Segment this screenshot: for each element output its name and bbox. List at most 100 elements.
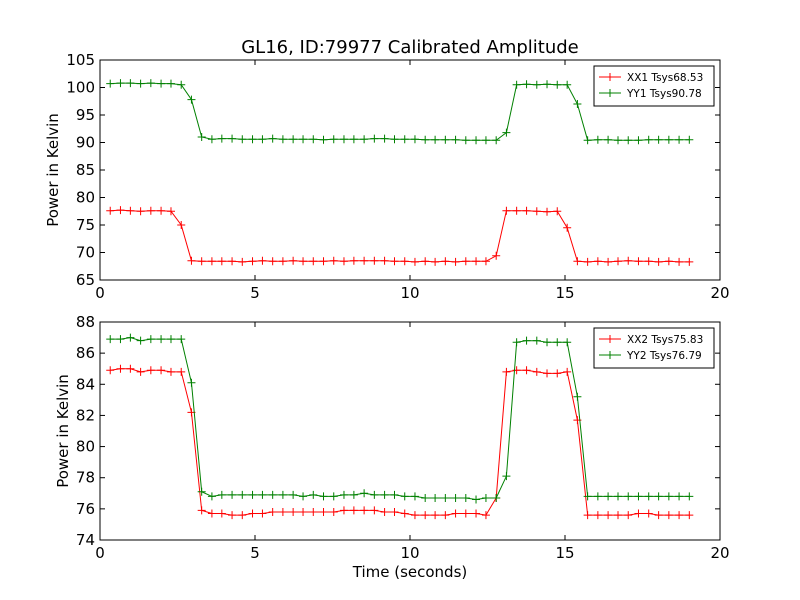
data-point	[166, 367, 175, 376]
data-point	[268, 257, 277, 266]
data-point	[481, 493, 490, 502]
data-point	[685, 492, 694, 501]
data-point	[451, 493, 460, 502]
data-point	[299, 135, 308, 144]
data-point	[157, 79, 166, 88]
data-point	[573, 257, 582, 266]
data-point	[675, 492, 684, 501]
data-point	[441, 135, 450, 144]
data-point	[522, 206, 531, 215]
data-point	[207, 509, 216, 518]
data-point	[461, 136, 470, 145]
data-point	[472, 509, 481, 518]
series-line	[110, 337, 690, 501]
data-point	[502, 472, 511, 481]
legend-box	[593, 65, 715, 107]
data-point	[126, 79, 135, 88]
data-point	[360, 135, 369, 144]
data-point	[502, 206, 511, 215]
data-point	[614, 492, 623, 501]
data-point	[258, 135, 267, 144]
data-point	[238, 135, 247, 144]
data-point	[563, 367, 572, 376]
data-point	[634, 509, 643, 518]
data-point	[116, 335, 125, 344]
data-point	[349, 135, 358, 144]
data-point	[532, 80, 541, 89]
data-point	[654, 135, 663, 144]
x-axis-label: Time (seconds)	[352, 563, 468, 581]
data-point	[583, 136, 592, 145]
data-point	[289, 490, 298, 499]
data-point	[177, 367, 186, 376]
data-point	[278, 135, 287, 144]
y-axis-label-bottom: Power in Kelvin	[54, 374, 72, 488]
data-point	[258, 256, 267, 265]
data-point	[431, 493, 440, 502]
data-point	[126, 206, 135, 215]
data-point	[614, 136, 623, 145]
series-1	[106, 364, 694, 520]
data-point	[410, 511, 419, 520]
data-point	[177, 221, 186, 229]
data-point	[400, 135, 409, 144]
data-point	[634, 136, 643, 145]
data-point	[360, 489, 369, 498]
y-tick-label: 105	[66, 51, 95, 69]
data-point	[228, 490, 237, 499]
data-point	[624, 492, 633, 501]
data-point	[512, 206, 521, 215]
data-point	[217, 490, 226, 499]
data-point	[319, 257, 328, 266]
data-point	[380, 256, 389, 265]
x-tick-label: 15	[555, 544, 574, 562]
data-point	[319, 135, 328, 144]
data-point	[492, 493, 501, 502]
data-point	[502, 128, 511, 137]
data-point	[634, 257, 643, 266]
data-point	[106, 206, 115, 215]
data-point	[563, 80, 572, 89]
data-point	[228, 134, 237, 143]
data-point	[299, 492, 308, 501]
legend-marker	[606, 351, 614, 359]
data-point	[197, 133, 206, 141]
data-point	[624, 511, 633, 520]
data-point	[187, 95, 196, 104]
data-point	[278, 507, 287, 516]
data-point	[593, 492, 602, 501]
data-point	[400, 492, 409, 501]
data-point	[644, 509, 653, 518]
data-point	[177, 335, 186, 344]
data-point	[106, 335, 115, 344]
y-tick-label: 86	[76, 344, 95, 362]
data-point	[553, 207, 562, 216]
data-point	[258, 490, 267, 499]
legend-box	[593, 327, 715, 369]
x-tick-label: 10	[400, 284, 419, 302]
data-point	[593, 257, 602, 266]
data-point	[360, 506, 369, 515]
data-point	[299, 507, 308, 516]
data-point	[146, 335, 155, 344]
data-point	[563, 338, 572, 347]
data-point	[451, 509, 460, 518]
data-point	[522, 336, 531, 345]
data-point	[319, 492, 328, 501]
legend-marker	[606, 335, 614, 343]
y-tick-label: 75	[76, 216, 95, 234]
data-point	[329, 492, 338, 501]
data-point	[370, 134, 379, 143]
legend: XX1 Tsys68.53 YY1 Tsys90.78	[593, 65, 715, 107]
data-point	[289, 256, 298, 265]
data-point	[604, 511, 613, 520]
x-tick-label: 20	[710, 544, 729, 562]
data-point	[248, 135, 257, 144]
data-point	[614, 257, 623, 266]
data-point	[248, 490, 257, 499]
data-point	[492, 136, 501, 145]
data-point	[573, 392, 582, 401]
x-tick-label: 15	[555, 284, 574, 302]
data-point	[421, 135, 430, 144]
